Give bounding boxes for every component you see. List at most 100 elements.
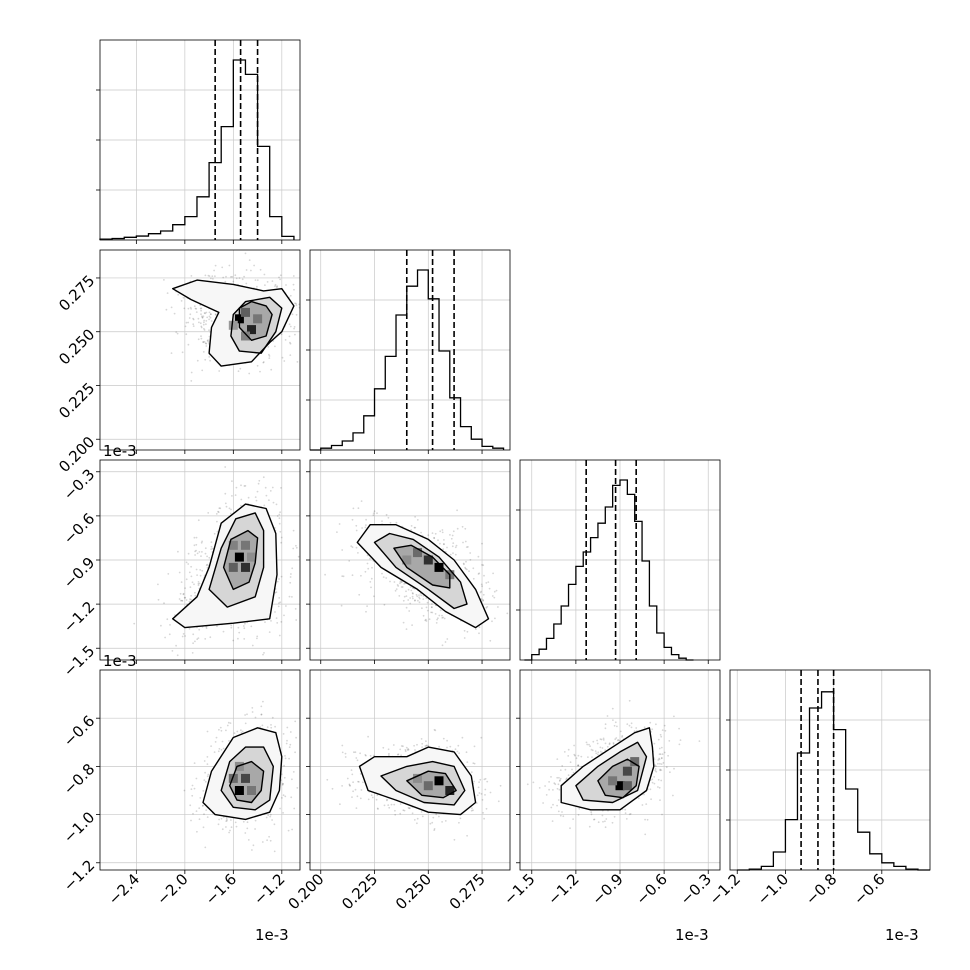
scatter-point bbox=[420, 738, 423, 740]
scatter-point bbox=[563, 751, 566, 753]
scatter-point bbox=[274, 591, 277, 594]
scatter-point bbox=[213, 751, 216, 753]
scatter-point bbox=[565, 778, 568, 781]
scatter-point bbox=[210, 545, 213, 548]
scatter-point bbox=[288, 335, 291, 338]
scatter-point bbox=[208, 356, 211, 358]
scatter-point bbox=[185, 578, 188, 581]
scatter-point bbox=[558, 780, 561, 782]
scatter-point bbox=[428, 618, 431, 621]
scatter-point bbox=[439, 530, 442, 533]
scatter-point bbox=[376, 794, 379, 797]
scatter-point bbox=[421, 815, 424, 818]
scatter-point bbox=[641, 804, 644, 806]
scatter-point bbox=[262, 653, 264, 656]
scatter-point bbox=[367, 735, 369, 738]
scatter-point bbox=[295, 736, 297, 739]
scatter-point bbox=[475, 628, 477, 630]
histogram-panel-0 bbox=[96, 39, 301, 241]
scatter-point bbox=[556, 776, 559, 779]
scatter-point bbox=[651, 728, 654, 731]
scatter-point bbox=[654, 768, 657, 770]
scatter-point bbox=[617, 739, 619, 742]
scatter-point bbox=[270, 620, 272, 622]
scatter-point bbox=[208, 318, 211, 321]
scatter-point bbox=[189, 586, 192, 589]
scatter-point bbox=[400, 586, 403, 588]
scatter-point bbox=[280, 621, 283, 623]
scatter-point bbox=[210, 277, 212, 280]
joint-panel-3-0 bbox=[99, 669, 306, 871]
scatter-point bbox=[405, 595, 408, 597]
scatter-point bbox=[441, 529, 444, 531]
scatter-point bbox=[304, 759, 306, 761]
scatter-point bbox=[193, 787, 196, 790]
contour-line-level-3 bbox=[393, 544, 451, 589]
scatter-point bbox=[434, 613, 437, 615]
scatter-point bbox=[454, 748, 457, 751]
scatter-point bbox=[452, 542, 455, 544]
scatter-point bbox=[358, 593, 361, 596]
scatter-point bbox=[244, 714, 247, 716]
scatter-point bbox=[222, 630, 225, 633]
scatter-point bbox=[588, 743, 590, 746]
scatter-point bbox=[443, 617, 446, 620]
scatter-point bbox=[369, 581, 372, 583]
panel-frame bbox=[99, 39, 301, 241]
scatter-point bbox=[190, 275, 193, 277]
scatter-point bbox=[285, 742, 288, 745]
scatter-point bbox=[462, 541, 464, 544]
scatter-point bbox=[604, 727, 607, 730]
scatter-point bbox=[485, 606, 488, 609]
scatter-point bbox=[372, 514, 375, 516]
scatter-point bbox=[204, 342, 207, 345]
scatter-point bbox=[399, 812, 402, 815]
scatter-point bbox=[425, 597, 428, 599]
x-offset-label: 1e-3 bbox=[885, 926, 919, 944]
scatter-point bbox=[216, 530, 219, 533]
scatter-point bbox=[242, 820, 245, 823]
scatter-point bbox=[275, 503, 278, 506]
scatter-point bbox=[231, 275, 234, 278]
scatter-point bbox=[377, 808, 379, 810]
scatter-point bbox=[661, 753, 664, 756]
scatter-point bbox=[243, 485, 246, 487]
scatter-point bbox=[621, 736, 623, 738]
scatter-point bbox=[409, 597, 412, 599]
scatter-point bbox=[398, 595, 401, 597]
scatter-point bbox=[365, 610, 367, 613]
scatter-point bbox=[296, 787, 299, 789]
panel-frame bbox=[309, 249, 511, 451]
scatter-point bbox=[192, 323, 195, 326]
scatter-point bbox=[451, 545, 454, 548]
scatter-point bbox=[183, 789, 186, 792]
scatter-point bbox=[176, 332, 179, 335]
scatter-point bbox=[557, 810, 560, 813]
scatter-point bbox=[355, 807, 358, 809]
scatter-point bbox=[202, 804, 204, 807]
scatter-point bbox=[357, 780, 359, 783]
x-tick-label: −0.6 bbox=[632, 870, 670, 908]
scatter-point bbox=[578, 807, 581, 810]
scatter-point bbox=[181, 600, 184, 602]
scatter-point bbox=[655, 770, 658, 773]
scatter-point bbox=[230, 276, 232, 278]
scatter-point bbox=[181, 351, 184, 354]
scatter-point bbox=[621, 735, 624, 737]
scatter-point bbox=[293, 807, 296, 810]
scatter-point bbox=[292, 771, 295, 773]
scatter-point bbox=[433, 828, 436, 830]
scatter-point bbox=[251, 711, 254, 713]
scatter-point bbox=[453, 838, 456, 841]
scatter-point bbox=[399, 803, 402, 805]
scatter-point bbox=[388, 806, 391, 809]
scatter-point bbox=[235, 825, 238, 828]
scatter-point bbox=[232, 639, 235, 642]
scatter-point bbox=[435, 622, 438, 624]
density-cell bbox=[247, 325, 256, 335]
scatter-point bbox=[218, 507, 221, 509]
scatter-point bbox=[230, 626, 233, 629]
x-tick-label: −1.2 bbox=[706, 870, 744, 908]
contour-line-level-3 bbox=[222, 529, 259, 591]
scatter-point bbox=[672, 794, 674, 797]
